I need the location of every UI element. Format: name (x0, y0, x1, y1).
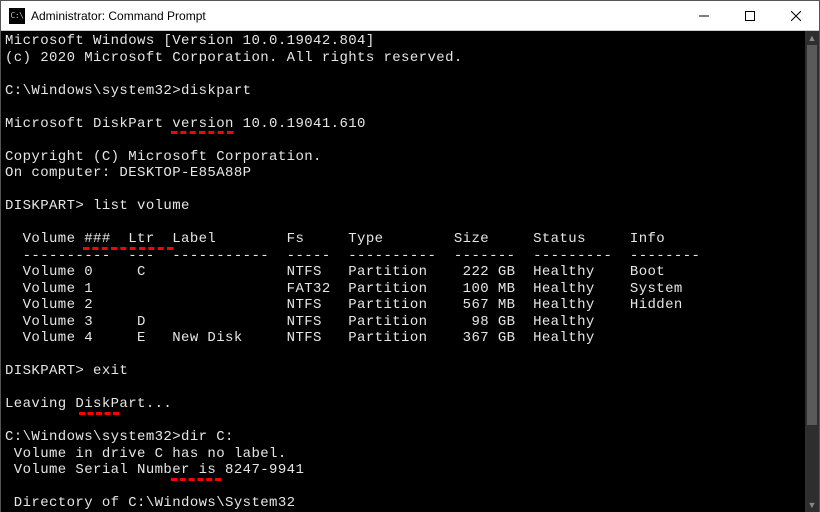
minimize-button[interactable] (681, 1, 727, 31)
terminal-output[interactable]: Microsoft Windows [Version 10.0.19042.80… (1, 31, 805, 512)
underline-dir-c- (171, 478, 221, 481)
scrollbar[interactable]: ▲ ▼ (805, 31, 819, 512)
underline-exit (79, 412, 119, 415)
cmd-icon: C:\ (9, 8, 25, 24)
close-button[interactable] (773, 1, 819, 31)
scroll-up-arrow[interactable]: ▲ (805, 31, 819, 45)
terminal-area: Microsoft Windows [Version 10.0.19042.80… (1, 31, 819, 512)
maximize-button[interactable] (727, 1, 773, 31)
scroll-thumb[interactable] (807, 45, 817, 425)
titlebar: C:\ Administrator: Command Prompt (1, 1, 819, 31)
scroll-down-arrow[interactable]: ▼ (805, 498, 819, 512)
underline-list-volume (83, 247, 173, 250)
window-title: Administrator: Command Prompt (31, 9, 206, 23)
underline-diskpart (171, 131, 233, 134)
